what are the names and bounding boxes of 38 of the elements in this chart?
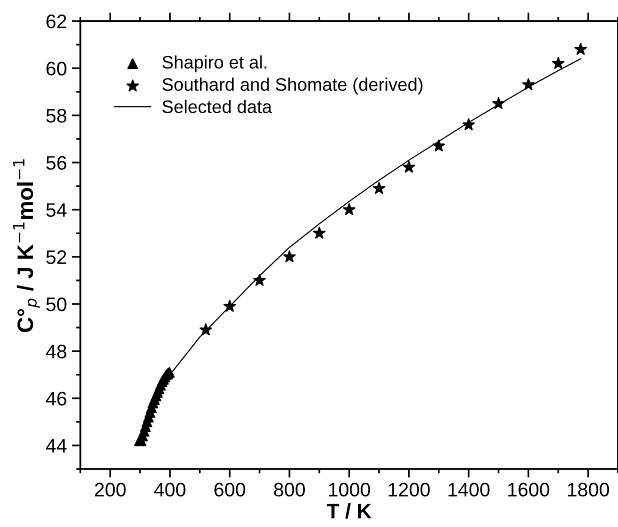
y-axis-title: C°$_{p}$ / J K$^{−1}$mol$^{−1}$ <box>13 159 40 332</box>
point <box>522 78 535 90</box>
point <box>552 57 564 69</box>
x-tick-label: 800 <box>274 482 305 497</box>
y-tick-label: 58 <box>46 108 66 123</box>
y-tick-label: 48 <box>46 344 66 358</box>
y-tick-label: 62 <box>46 14 66 28</box>
y-tick-label: 56 <box>46 156 66 170</box>
point <box>462 118 475 130</box>
legend-label: Southard and Shomate (derived) <box>162 78 422 94</box>
x-tick-label: 1800 <box>568 482 609 497</box>
point <box>283 250 296 262</box>
x-tick-label: 1200 <box>388 482 430 497</box>
y-tick-label: 52 <box>46 250 66 264</box>
x-tick-label: 400 <box>154 482 186 497</box>
point <box>402 160 416 173</box>
point <box>253 274 266 286</box>
x-tick-label: 600 <box>214 482 246 497</box>
point <box>574 42 587 55</box>
y-tick-label: 50 <box>46 297 66 312</box>
point <box>200 323 212 336</box>
point <box>492 97 505 109</box>
y-tick-label: 46 <box>46 392 66 406</box>
x-tick-label: 200 <box>94 482 126 497</box>
legend-label: Selected data <box>162 100 272 114</box>
point <box>372 182 386 194</box>
y-tick-label: 54 <box>46 203 67 217</box>
x-tick-label: 1600 <box>508 482 550 497</box>
x-tick-label: 1000 <box>329 482 370 497</box>
y-tick-label: 60 <box>46 62 66 76</box>
point <box>313 226 326 239</box>
point <box>223 300 236 312</box>
y-tick-label: 44 <box>46 439 67 452</box>
legend-label: Shapiro et al. <box>162 55 266 72</box>
x-axis-title: T / K <box>326 503 372 519</box>
point <box>342 203 356 216</box>
x-tick-label: 1400 <box>448 482 490 497</box>
point <box>432 140 445 152</box>
